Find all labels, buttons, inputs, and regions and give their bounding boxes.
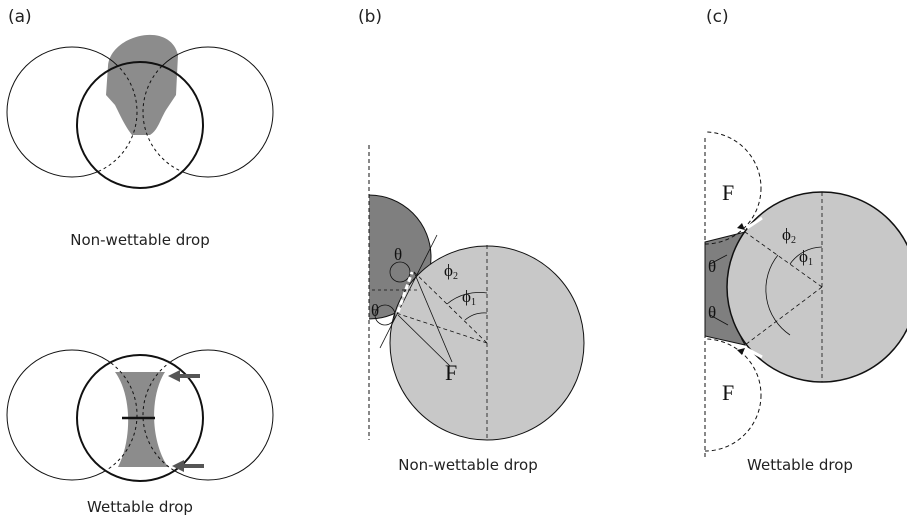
construction (709, 192, 823, 382)
theta: θ (708, 303, 716, 322)
construction (372, 234, 488, 440)
phi: ϕ1 (462, 287, 476, 308)
shape (464, 312, 488, 321)
drop (106, 34, 178, 135)
shape (705, 131, 762, 245)
shape (379, 234, 438, 349)
shape (709, 254, 728, 265)
shape (6, 349, 274, 481)
caption: Non-wettable drop (398, 456, 538, 474)
construction (705, 131, 762, 452)
theta: θ (394, 245, 402, 264)
force-arrow (746, 216, 763, 230)
symbol-part: 1 (808, 257, 813, 268)
theta: θ (371, 301, 379, 320)
shape (705, 338, 762, 452)
shape (446, 292, 488, 305)
shape (6, 46, 138, 178)
force-label: F (722, 380, 734, 405)
symbol-part: ϕ (462, 287, 471, 306)
shape (411, 269, 488, 344)
theta: θ (708, 257, 716, 276)
symbol-part: ϕ (782, 225, 791, 244)
drop (115, 372, 168, 467)
phi: ϕ2 (782, 225, 796, 246)
shape (397, 314, 451, 367)
shape (142, 349, 274, 481)
shape (389, 261, 411, 283)
shape (6, 349, 138, 481)
circles (6, 46, 274, 189)
symbol-part: 1 (471, 297, 476, 308)
symbol-part: ϕ (799, 247, 808, 266)
shape (142, 46, 274, 178)
force-label: F (722, 180, 734, 205)
shape (76, 354, 204, 482)
symbol-part: 2 (791, 235, 796, 246)
shape (374, 304, 396, 326)
panel-label: (c) (706, 7, 729, 27)
shape (76, 61, 204, 189)
symbol-part: 2 (453, 271, 458, 282)
caption: Non-wettable drop (70, 231, 210, 249)
phi: ϕ2 (444, 261, 458, 282)
symbol-part: ϕ (444, 261, 453, 280)
caption: Wettable drop (87, 498, 193, 516)
arrow (168, 370, 200, 382)
shape (765, 254, 791, 336)
arrow (172, 460, 204, 472)
force-arrow (396, 271, 414, 313)
force-label: F (445, 360, 457, 385)
circles (6, 349, 274, 482)
shape (395, 312, 488, 344)
shape (744, 286, 823, 346)
force-arrow (746, 347, 763, 359)
panel-label: (a) (8, 7, 32, 27)
shape (413, 271, 453, 363)
caption: Wettable drop (747, 456, 853, 474)
shape (744, 231, 823, 288)
shape (709, 314, 729, 326)
phi: ϕ1 (799, 247, 813, 268)
panel-label: (b) (358, 7, 382, 27)
shape (789, 246, 823, 265)
shape (6, 349, 138, 481)
shape (6, 46, 274, 178)
